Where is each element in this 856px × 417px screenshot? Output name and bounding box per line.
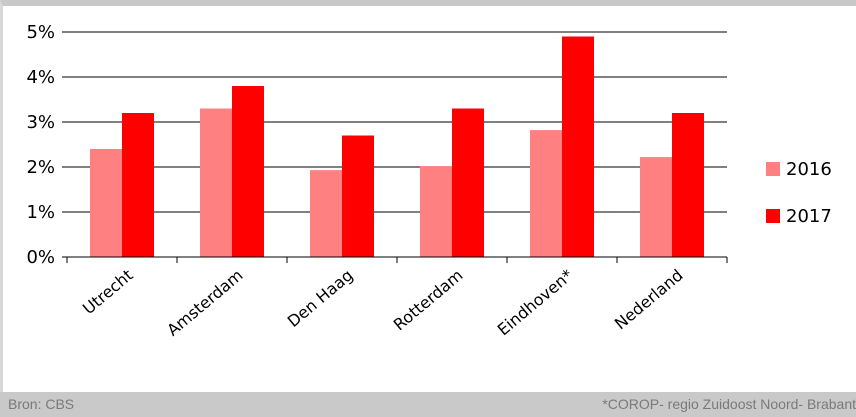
y-tick-label: 5% bbox=[26, 22, 55, 43]
legend: 2016 2017 bbox=[766, 159, 832, 227]
x-axis-labels: Utrecht Amsterdam Den Haag Rotterdam Eindhov… bbox=[79, 266, 687, 340]
bar-2016 bbox=[310, 170, 342, 257]
legend-label: 2017 bbox=[786, 206, 832, 227]
bar-chart: 0% 1% 2% 3% 4% 5% Utrecht Amsterdam Den Haag Rot… bbox=[26, 22, 832, 340]
x-category-label: Eindhoven* bbox=[494, 266, 577, 340]
bar-2017 bbox=[342, 135, 374, 257]
legend-label: 2016 bbox=[786, 159, 832, 180]
x-category-label: Nederland bbox=[611, 266, 687, 334]
legend-swatch bbox=[766, 162, 780, 176]
y-tick-label: 2% bbox=[26, 157, 55, 178]
x-category-label: Amsterdam bbox=[163, 266, 246, 340]
y-axis-ticks: 0% 1% 2% 3% 4% 5% bbox=[26, 22, 55, 268]
bar-2016 bbox=[200, 108, 232, 257]
bar-2016 bbox=[640, 157, 672, 257]
bar-2016 bbox=[90, 149, 122, 257]
gridlines bbox=[62, 31, 727, 213]
y-tick-label: 0% bbox=[26, 247, 55, 268]
footer-bar: Bron: CBS *COROP- regio Zuidoost Noord- … bbox=[0, 392, 856, 417]
legend-swatch bbox=[766, 209, 780, 223]
x-axis bbox=[62, 256, 728, 263]
bar-2016 bbox=[530, 130, 562, 257]
bar-2017 bbox=[232, 86, 264, 257]
bar-2017 bbox=[672, 113, 704, 257]
bars bbox=[90, 36, 704, 257]
bar-2017 bbox=[122, 113, 154, 257]
bar-2017 bbox=[562, 36, 594, 257]
bar-2016 bbox=[420, 166, 452, 257]
x-category-label: Den Haag bbox=[284, 266, 357, 331]
y-tick-label: 4% bbox=[26, 67, 55, 88]
x-category-label: Rotterdam bbox=[390, 266, 467, 335]
x-category-label: Utrecht bbox=[79, 266, 137, 319]
bar-2017 bbox=[452, 108, 484, 257]
region-footnote: *COROP- regio Zuidoost Noord- Brabant bbox=[602, 396, 856, 412]
source-note: Bron: CBS bbox=[8, 396, 75, 412]
y-tick-label: 1% bbox=[26, 202, 55, 223]
y-tick-label: 3% bbox=[26, 112, 55, 133]
